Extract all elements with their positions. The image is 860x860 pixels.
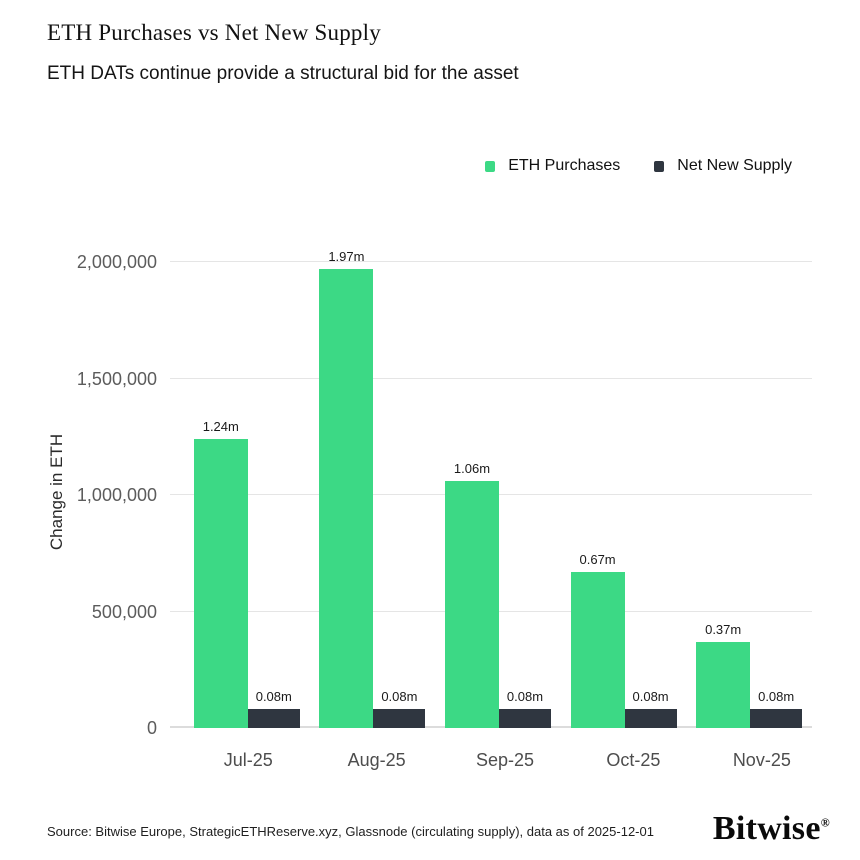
- bar-group-sep-25: 1.06m 0.08m: [435, 461, 561, 728]
- bar-value-label: 0.67m: [579, 551, 616, 567]
- x-tick-label-nov-25: Nov-25: [732, 750, 791, 770]
- bar-group-oct-25: 0.67m 0.08m: [561, 552, 687, 728]
- chart-subtitle: ETH DATs continue provide a structural b…: [47, 63, 519, 84]
- gridline-1,500,000: [170, 377, 812, 379]
- bitwise-logo-text: Bitwise: [712, 810, 821, 847]
- x-tick-label-sep-25: Sep-25: [475, 750, 535, 770]
- bar-value-label: 0.08m: [381, 689, 418, 705]
- bar-eth-purchases-aug-25[interactable]: 1.97m: [319, 249, 374, 728]
- source-note: Source: Bitwise Europe, StrategicETHRese…: [47, 824, 654, 839]
- bar-group-aug-25: 1.97m 0.08m: [310, 249, 436, 728]
- bar-eth-purchases-nov-25[interactable]: 0.37m: [696, 622, 751, 728]
- registered-mark: ®: [820, 815, 830, 830]
- legend-swatch-icon: [654, 160, 665, 172]
- y-tick-label: 1,500,000: [76, 368, 157, 389]
- x-axis-labels: Jul-25 Aug-25 Sep-25 Oct-25 Nov-25: [170, 750, 826, 771]
- y-tick-label: 1,000,000: [76, 485, 157, 505]
- plot-area: 0 500,000 1,000,000 1,500,000 2,000,000 1.24m…: [77, 230, 812, 738]
- bar-value-label: 0.08m: [632, 689, 669, 705]
- bar-net-new-supply-aug-25[interactable]: 0.08m: [373, 689, 426, 728]
- bar-eth-purchases-oct-25[interactable]: 0.67m: [570, 552, 625, 728]
- y-tick-label: 0: [146, 718, 157, 738]
- bar-value-label: 0.08m: [506, 689, 544, 705]
- chart-title: ETH Purchases vs Net New Supply: [47, 20, 381, 45]
- legend-label: ETH Purchases: [508, 157, 621, 174]
- x-tick-label-jul-25: Jul-25: [223, 750, 273, 770]
- bar-value-label: 0.08m: [758, 689, 795, 705]
- bar-net-new-supply-jul-25[interactable]: 0.08m: [247, 689, 300, 728]
- bar-group-jul-25: 1.24m 0.08m: [184, 419, 310, 728]
- legend: ETH Purchases Net New Supply: [485, 157, 792, 175]
- bar-eth-purchases-sep-25[interactable]: 1.06m: [444, 461, 499, 728]
- y-axis-title: Change in ETH: [47, 433, 66, 551]
- bar-eth-purchases-jul-25[interactable]: 1.24m: [193, 419, 248, 728]
- footer: Source: Bitwise Europe, StrategicETHRese…: [47, 812, 830, 846]
- bar-group-nov-25: 0.37m 0.08m: [686, 622, 812, 728]
- bar-net-new-supply-oct-25[interactable]: 0.08m: [624, 689, 677, 728]
- legend-item-net-new-supply[interactable]: Net New Supply: [654, 157, 792, 175]
- x-tick-label-aug-25: Aug-25: [347, 750, 406, 770]
- legend-swatch-icon: [485, 160, 496, 172]
- bar-value-label: 0.08m: [255, 689, 292, 705]
- bar-net-new-supply-nov-25[interactable]: 0.08m: [750, 689, 803, 728]
- y-tick-label: 500,000: [91, 601, 157, 622]
- gridline-2,000,000: [170, 261, 812, 262]
- bitwise-logo: Bitwise®: [713, 812, 830, 846]
- chart-header: ETH Purchases vs Net New Supply ETH DATs…: [47, 20, 519, 85]
- y-tick-label: 2,000,000: [76, 252, 157, 272]
- bar-value-label: 1.97m: [328, 249, 365, 264]
- legend-label: Net New Supply: [677, 157, 792, 174]
- bar-value-label: 1.24m: [202, 419, 239, 435]
- bar-net-new-supply-sep-25[interactable]: 0.08m: [498, 689, 551, 728]
- legend-item-eth-purchases[interactable]: ETH Purchases: [485, 157, 620, 175]
- bar-value-label: 0.37m: [705, 621, 742, 637]
- bar-groups: 1.24m 0.08m 1.97m 0.08m 1.06m 0.08m 0.67m 0.08m…: [170, 230, 812, 728]
- bar-value-label: 1.06m: [453, 461, 491, 477]
- x-tick-label-oct-25: Oct-25: [606, 750, 661, 770]
